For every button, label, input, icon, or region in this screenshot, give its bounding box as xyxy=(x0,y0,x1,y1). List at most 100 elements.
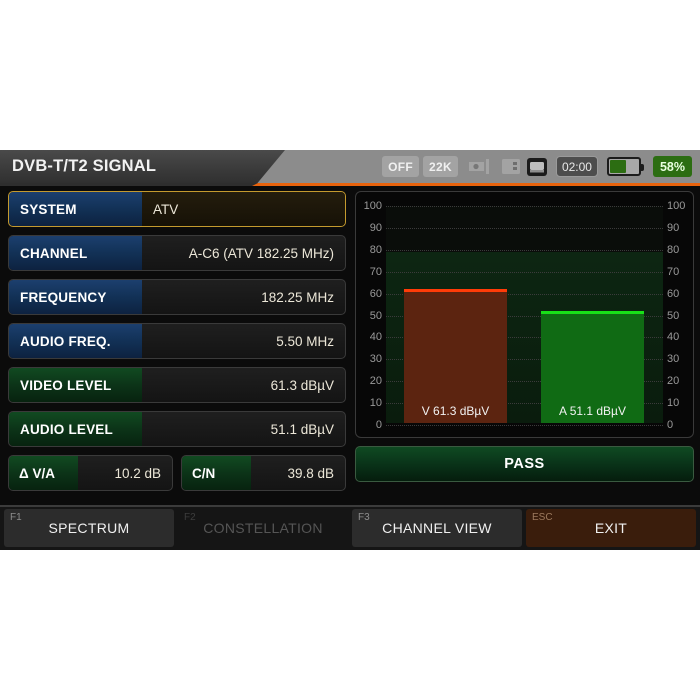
measurement-label: Δ V/A xyxy=(9,456,78,490)
measurement-label: VIDEO LEVEL xyxy=(9,368,142,402)
status-bar: OFF 22K xyxy=(382,155,692,178)
function-key-code: ESC xyxy=(532,511,553,523)
chart-gridline xyxy=(386,425,663,426)
chart-axis-tick-left: 50 xyxy=(369,309,382,322)
chart-bar: V 61.3 dBµV xyxy=(404,288,507,423)
chart-axis-tick-right: 60 xyxy=(667,287,680,300)
chart-bar-label: A 51.1 dBµV xyxy=(559,404,626,418)
chart-axis-tick-right: 50 xyxy=(667,309,680,322)
chart-plot-area: 0 0 10 10 20 20 30 30 40 40 50 50 60 60 70 70 80 80 90 90 10… xyxy=(364,200,686,431)
meter-screen: DVB-T/T2 SIGNAL OFF 22K xyxy=(0,150,700,550)
title-bar: DVB-T/T2 SIGNAL OFF 22K xyxy=(0,150,700,186)
measurement-value: 10.2 dB xyxy=(114,465,161,481)
function-key-code: F2 xyxy=(184,511,196,523)
level-bar-chart: 0 0 10 10 20 20 30 30 40 40 50 50 60 60 70 70 80 80 90 90 10… xyxy=(355,191,694,438)
function-key-label: CHANNEL VIEW xyxy=(382,519,492,536)
measurement-value: 5.50 MHz xyxy=(276,333,334,349)
function-key-bar: F1 SPECTRUM F2 CONSTELLATION F3 CHANNEL VIEW E… xyxy=(0,505,700,550)
chart-axis-tick-right: 30 xyxy=(667,353,680,366)
usb-icon xyxy=(501,158,520,175)
measurement-row[interactable]: AUDIO FREQ. 5.50 MHz xyxy=(8,323,346,359)
chart-axis-tick-left: 30 xyxy=(369,353,382,366)
measurement-row[interactable]: SYSTEM ATV xyxy=(8,191,346,227)
chart-gridline xyxy=(386,271,663,273)
function-key-esc[interactable]: ESC EXIT xyxy=(526,508,696,547)
content-area: SYSTEM ATV CHANNEL A-C6 (ATV 182.25 MHz) FRE… xyxy=(0,186,700,550)
battery-fill xyxy=(609,160,627,173)
sd-card-icon xyxy=(526,157,547,176)
measurement-value: ATV xyxy=(142,192,345,226)
chart-axis-tick-right: 20 xyxy=(667,375,680,388)
function-key-f2: F2 CONSTELLATION xyxy=(178,509,348,547)
measurement-value: 39.8 dB xyxy=(287,465,334,481)
measurement-value: 51.1 dBµV xyxy=(270,421,334,437)
chart-gridline xyxy=(386,381,663,383)
chart-axis-tick-left: 90 xyxy=(369,221,382,234)
right-column: 0 0 10 10 20 20 30 30 40 40 50 50 60 60 70 70 80 80 90 90 10… xyxy=(355,191,694,482)
accent-rule xyxy=(0,183,700,186)
measurement-value: 182.25 MHz xyxy=(261,289,334,305)
chart-axis-tick-left: 20 xyxy=(369,375,382,388)
lnb-power-badge[interactable]: OFF xyxy=(382,156,420,177)
measurement-row[interactable]: C/N 39.8 dB xyxy=(181,455,346,491)
function-key-code: F3 xyxy=(358,511,370,523)
chart-gridline xyxy=(386,293,663,295)
chart-axis-tick-right: 90 xyxy=(667,221,680,234)
measurement-row[interactable]: CHANNEL A-C6 (ATV 182.25 MHz) xyxy=(8,235,346,271)
function-key-label: EXIT xyxy=(594,519,628,536)
tone-22k-badge[interactable]: 22K xyxy=(423,156,458,177)
function-key-label: SPECTRUM xyxy=(48,519,130,536)
measurement-label: C/N xyxy=(182,456,251,490)
flashlight-icon xyxy=(468,159,494,174)
chart-axis-tick-right: 40 xyxy=(667,331,680,344)
measurement-row[interactable]: VIDEO LEVEL 61.3 dBµV xyxy=(8,367,346,403)
page-title: DVB-T/T2 SIGNAL xyxy=(12,157,157,175)
measurement-label: SYSTEM xyxy=(9,192,142,226)
chart-axis-tick-left: 70 xyxy=(369,265,382,278)
chart-axis-tick-left: 40 xyxy=(369,331,382,344)
chart-bar-label: V 61.3 dBµV xyxy=(421,404,490,418)
chart-gridline xyxy=(386,315,663,317)
chart-bar-fill xyxy=(541,314,644,423)
measurement-label: AUDIO FREQ. xyxy=(9,324,142,358)
measurement-label: CHANNEL xyxy=(9,236,142,270)
accent-rule-mask xyxy=(0,183,258,186)
chart-gridline xyxy=(386,337,663,339)
chart-axis-tick-right: 80 xyxy=(667,243,680,256)
function-key-f3[interactable]: F3 CHANNEL VIEW xyxy=(352,508,522,547)
measurement-value: 61.3 dBµV xyxy=(270,377,334,393)
chart-bar-fill xyxy=(404,291,507,423)
chart-gridline xyxy=(386,403,663,405)
chart-gridline xyxy=(386,227,663,229)
battery-percent-badge: 58% xyxy=(652,156,692,177)
measurement-row[interactable]: Δ V/A 10.2 dB xyxy=(8,455,173,491)
measurement-value: A-C6 (ATV 182.25 MHz) xyxy=(188,245,334,261)
chart-axis-tick-left: 100 xyxy=(363,200,382,212)
measurement-list: SYSTEM ATV CHANNEL A-C6 (ATV 182.25 MHz) FRE… xyxy=(8,191,346,491)
chart-bar-cap xyxy=(404,288,507,292)
chart-gridline xyxy=(386,359,663,361)
chart-gridline xyxy=(386,206,663,207)
chart-axis-tick-right: 10 xyxy=(667,397,680,410)
chart-axis-tick-left: 0 xyxy=(375,419,382,431)
title-bar-left-panel xyxy=(0,150,285,186)
chart-gridline xyxy=(386,249,663,251)
chart-bar-cap xyxy=(541,311,644,315)
measurement-pair-row: Δ V/A 10.2 dB C/N 39.8 dB xyxy=(8,455,346,491)
chart-axis-tick-left: 60 xyxy=(369,287,382,300)
function-key-code: F1 xyxy=(10,511,22,523)
clock-badge: 02:00 xyxy=(555,156,598,177)
chart-axis-tick-right: 0 xyxy=(667,419,674,431)
measurement-label: AUDIO LEVEL xyxy=(9,412,142,446)
measurement-label: FREQUENCY xyxy=(9,280,142,314)
battery-icon xyxy=(606,157,644,176)
chart-axis-tick-left: 80 xyxy=(369,243,382,256)
chart-axis-tick-left: 10 xyxy=(369,397,382,410)
function-key-f1[interactable]: F1 SPECTRUM xyxy=(4,508,174,547)
chart-axis-tick-right: 70 xyxy=(667,265,680,278)
measurement-row[interactable]: AUDIO LEVEL 51.1 dBµV xyxy=(8,411,346,447)
chart-axis-tick-right: 100 xyxy=(667,200,686,212)
status-badge: PASS xyxy=(355,446,694,482)
function-key-label: CONSTELLATION xyxy=(203,519,323,536)
measurement-row[interactable]: FREQUENCY 182.25 MHz xyxy=(8,279,346,315)
